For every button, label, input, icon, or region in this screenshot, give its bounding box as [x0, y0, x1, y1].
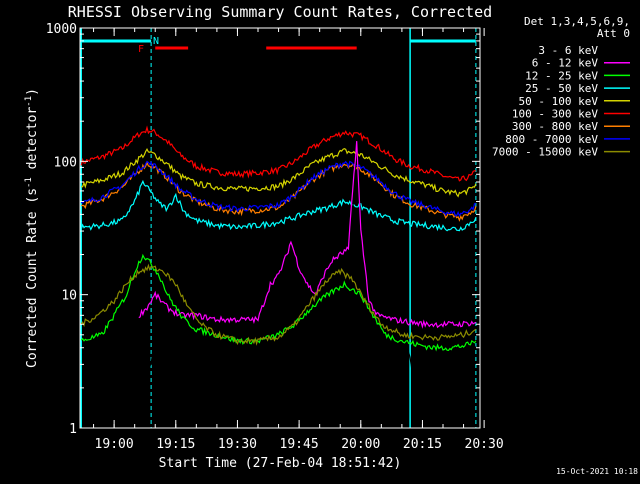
y-axis-label: Corrected Count Rate (s-1 detector-1): [24, 88, 40, 368]
series-line-7: [80, 253, 477, 352]
x-tick-label-0: 19:00: [95, 437, 134, 452]
axes: 1 10 100 1000 19:00 19:15 19:30 19:45 20:00 20:15…: [46, 22, 504, 452]
series-line-0: [80, 125, 476, 182]
series-line-5: [130, 142, 477, 429]
flag-label-n: N: [153, 36, 159, 47]
series-line-4: [80, 179, 477, 232]
x-tick-label-6: 20:30: [465, 437, 504, 452]
y-tick-label-1: 10: [61, 289, 77, 304]
legend-label-2: 12 - 25 keV: [525, 69, 598, 82]
plot-frame: [79, 27, 481, 429]
x-tick-label-2: 19:30: [218, 437, 257, 452]
series-line-2: [81, 161, 477, 222]
legend-label-5: 100 - 300 keV: [512, 108, 598, 121]
series-line-6: [138, 141, 477, 329]
legend-label-6: 300 - 800 keV: [512, 120, 598, 133]
legend-label-3: 25 - 50 keV: [525, 82, 598, 95]
footer-date: 15-Oct-2021 10:18: [556, 467, 638, 476]
series-line-1: [80, 147, 477, 198]
legend-header-line-2: Att 0: [597, 27, 630, 40]
series-line-3: [80, 160, 476, 218]
chart-title: RHESSI Observing Summary Count Rates, Co…: [68, 3, 492, 21]
legend-label-0: 3 - 6 keV: [538, 44, 598, 57]
legend-label-1: 6 - 12 keV: [532, 57, 599, 70]
x-tick-label-3: 19:45: [280, 437, 319, 452]
legend-label-8: 7000 - 15000 keV: [492, 146, 598, 159]
legend-label-7: 800 - 7000 keV: [505, 133, 598, 146]
y-tick-label-0: 1: [69, 422, 77, 437]
series-line-8: [80, 263, 477, 346]
plot-area: FN: [80, 28, 477, 429]
y-tick-label-2: 100: [54, 155, 77, 170]
x-tick-label-5: 20:15: [403, 437, 442, 452]
flag-label-f: F: [138, 44, 144, 55]
y-tick-label-3: 1000: [46, 22, 77, 37]
legend-header-line-1: Det 1,3,4,5,6,9,: [524, 15, 630, 28]
x-tick-label-4: 20:00: [341, 437, 380, 452]
x-tick-label-1: 19:15: [156, 437, 195, 452]
legend-label-4: 50 - 100 keV: [519, 95, 599, 108]
x-axis-label: Start Time (27-Feb-04 18:51:42): [159, 456, 402, 471]
